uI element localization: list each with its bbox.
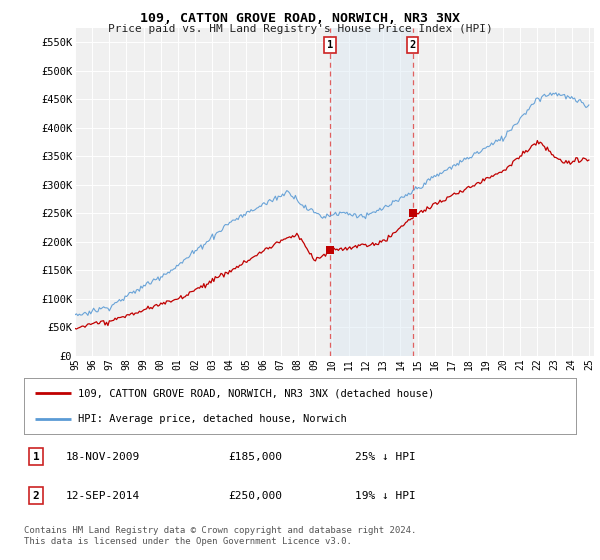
Text: 1: 1 [33,452,40,462]
Text: Contains HM Land Registry data © Crown copyright and database right 2024.
This d: Contains HM Land Registry data © Crown c… [24,526,416,546]
Text: HPI: Average price, detached house, Norwich: HPI: Average price, detached house, Norw… [78,414,347,424]
Text: 109, CATTON GROVE ROAD, NORWICH, NR3 3NX: 109, CATTON GROVE ROAD, NORWICH, NR3 3NX [140,12,460,25]
Text: £250,000: £250,000 [228,491,282,501]
Text: 1: 1 [327,40,333,50]
Text: 19% ↓ HPI: 19% ↓ HPI [355,491,416,501]
Text: £185,000: £185,000 [228,452,282,462]
Text: 12-SEP-2014: 12-SEP-2014 [65,491,140,501]
Text: 18-NOV-2009: 18-NOV-2009 [65,452,140,462]
Text: 2: 2 [33,491,40,501]
Text: 109, CATTON GROVE ROAD, NORWICH, NR3 3NX (detached house): 109, CATTON GROVE ROAD, NORWICH, NR3 3NX… [78,388,434,398]
Text: 2: 2 [409,40,416,50]
Text: Price paid vs. HM Land Registry's House Price Index (HPI): Price paid vs. HM Land Registry's House … [107,24,493,34]
Text: 25% ↓ HPI: 25% ↓ HPI [355,452,416,462]
Bar [330,28,413,356]
